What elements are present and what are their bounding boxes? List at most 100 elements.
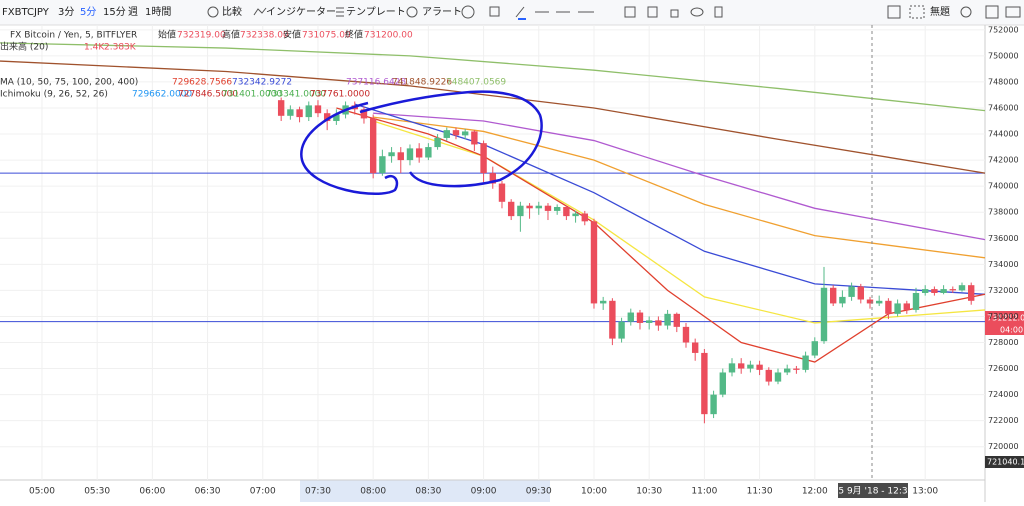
candle-body <box>388 152 395 157</box>
candle-body <box>737 363 745 369</box>
ma-legend: MA (10, 50, 75, 100, 200, 400) <box>0 78 138 88</box>
candle-body <box>682 326 690 343</box>
legend-value: 732338.00 <box>240 31 289 41</box>
volume-value: 1.4K <box>84 43 105 53</box>
interval[interactable]: 5分 <box>80 6 96 18</box>
y-tick-label: 752000 <box>988 25 1019 34</box>
candle-body <box>701 352 708 415</box>
candle-body <box>443 130 450 138</box>
indicators-button[interactable]: インジケーター <box>266 6 336 18</box>
y-tick-label: 744000 <box>988 130 1019 139</box>
candle-body <box>369 118 377 174</box>
legend-value: 732319.00 <box>177 31 226 41</box>
candle-body <box>517 205 524 217</box>
candle-body <box>912 292 920 310</box>
layout-name[interactable]: 無題 <box>930 5 950 18</box>
candle-body <box>535 205 542 209</box>
x-tick-label: 06:00 <box>139 487 165 497</box>
y-tick-label: 738000 <box>988 208 1019 217</box>
candle-body <box>434 137 441 148</box>
x-tick-label: 08:30 <box>415 487 441 497</box>
interval[interactable]: 3分 <box>58 6 74 18</box>
y-tick-label: 740000 <box>988 182 1019 191</box>
legend-label: 始値 <box>158 29 176 41</box>
interval[interactable]: 15分 <box>103 6 126 18</box>
legend-title: FX Bitcoin / Yen, 5, BITFLYER <box>10 31 137 41</box>
candle-body <box>673 313 680 327</box>
candle-body <box>618 321 625 339</box>
plot <box>0 25 986 480</box>
candle-body <box>774 372 782 382</box>
interval[interactable]: 1時間 <box>145 6 171 18</box>
countdown: 04:00 <box>1000 326 1023 335</box>
ichimoku-value: 733341.0000 <box>266 90 326 100</box>
candle-body <box>710 394 717 415</box>
templates-button[interactable]: テンプレート <box>346 6 406 18</box>
y-tick-label: 720000 <box>988 442 1019 451</box>
candle-body <box>406 148 414 161</box>
candle-body <box>967 285 975 301</box>
candle-body <box>544 205 552 211</box>
candle-body <box>829 287 837 304</box>
candle-body <box>627 312 634 322</box>
candle-body <box>875 300 883 304</box>
candle-body <box>940 289 947 293</box>
ma-value: 748407.0569 <box>446 78 506 88</box>
y-tick-label: 722000 <box>988 416 1019 425</box>
ma-value: 737116.6428 <box>346 78 406 88</box>
ichimoku-value: 729662.0000 <box>132 90 192 100</box>
candle-body <box>885 300 892 314</box>
candle-body <box>471 131 478 145</box>
candle-body <box>397 152 404 161</box>
candle-body <box>802 355 809 370</box>
moving-average <box>373 112 986 241</box>
y-tick-label: 736000 <box>988 234 1019 243</box>
alert-button[interactable]: アラート <box>422 6 462 18</box>
x-tick-label: 05:00 <box>29 487 55 497</box>
candle-body <box>811 341 818 356</box>
legend-label: 安値 <box>283 29 301 41</box>
candle-body <box>848 286 855 297</box>
y-tick-label: 748000 <box>988 77 1019 86</box>
ichimoku-value: 737761.0000 <box>310 90 370 100</box>
toolbar-bg <box>0 0 1024 25</box>
x-tick-label: 11:00 <box>691 487 717 497</box>
candle-body <box>314 105 322 114</box>
legend-value: 731075.00 <box>302 31 351 41</box>
volume-value: 2.383K <box>104 43 137 53</box>
candle-body <box>921 289 929 293</box>
moving-average <box>336 107 986 363</box>
candle-body <box>728 363 736 373</box>
compare-button[interactable]: 比較 <box>222 5 242 18</box>
ichimoku-value: 731401.0000 <box>222 90 282 100</box>
symbol[interactable]: FXBTCJPY <box>2 7 50 18</box>
y-tick-label: 750000 <box>988 51 1019 60</box>
last-price: 731212.00 <box>987 314 1024 323</box>
moving-average <box>354 103 986 295</box>
legend-label: 終値 <box>345 29 363 41</box>
candle-body <box>636 312 644 323</box>
y-tick-label: 732000 <box>988 286 1019 295</box>
candle-body <box>747 364 754 369</box>
candle-body <box>664 313 671 326</box>
candle-body <box>866 299 874 304</box>
countdown-bg <box>985 324 1024 335</box>
candle-body <box>277 100 285 116</box>
interval[interactable]: 週 <box>128 6 138 18</box>
legend-value: 731200.00 <box>364 31 413 41</box>
x-tick-label: 06:30 <box>195 487 221 497</box>
candle-body <box>599 300 607 304</box>
bottom-price-bg <box>985 456 1024 468</box>
x-tick-label: 12:00 <box>802 487 828 497</box>
candle-body <box>719 372 726 395</box>
candle-body <box>655 320 662 326</box>
y-tick-label: 726000 <box>988 364 1019 373</box>
ma-value: 729628.7566 <box>172 78 232 88</box>
ma-value: 732342.9272 <box>232 78 292 88</box>
last-price-bg <box>985 311 1024 324</box>
candle-body <box>415 148 423 158</box>
bottom-price: 721040.11 <box>987 458 1024 467</box>
x-tick-label: 09:30 <box>526 487 552 497</box>
x-tick-label: 08:00 <box>360 487 386 497</box>
